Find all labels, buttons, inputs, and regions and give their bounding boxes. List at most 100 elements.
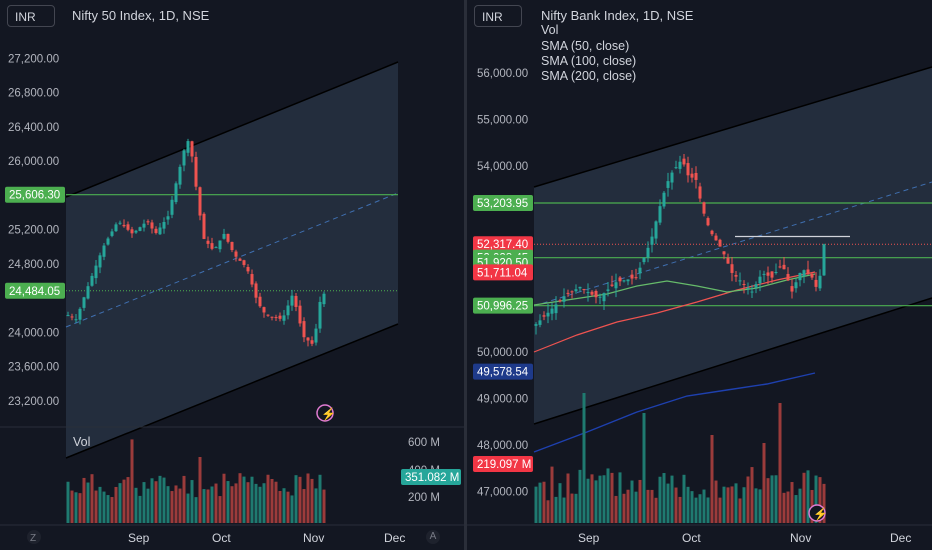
volume-bar (798, 488, 802, 523)
candle-body (114, 224, 118, 232)
volume-bar (578, 469, 582, 523)
price-axis-label: 47,000.00 (477, 487, 528, 499)
candle-body (558, 300, 562, 302)
volume-bar (130, 439, 134, 523)
price-axis-label: 56,000.00 (477, 68, 528, 80)
volume-bar (778, 403, 782, 523)
candle-body (150, 222, 154, 229)
candle-body (538, 320, 542, 325)
candle-body (166, 216, 170, 220)
candle-body (654, 221, 658, 239)
volume-bar (750, 467, 754, 523)
lightning-icon (316, 404, 334, 422)
channel-upper-line (533, 66, 932, 188)
candle-body (722, 251, 726, 255)
volume-bar (822, 483, 826, 523)
candle-body (638, 267, 642, 274)
volume-bar (150, 478, 154, 523)
volume-bar (242, 476, 246, 523)
candle-body (806, 269, 810, 274)
volume-bar (758, 489, 762, 523)
candle-body (78, 308, 82, 320)
volume-bar (670, 475, 674, 523)
time-axis-label: Oct (682, 531, 701, 545)
candle-body (802, 270, 806, 277)
candle-body (270, 316, 274, 318)
indicator-sma200[interactable]: SMA (200, close) (541, 69, 637, 83)
candle-body (118, 222, 122, 224)
candle-body (790, 286, 794, 292)
time-axis-label: Oct (212, 531, 231, 545)
volume-bar (102, 491, 106, 523)
time-axis-label: Dec (384, 531, 405, 545)
volume-bar (230, 486, 234, 523)
candle-body (698, 186, 702, 199)
indicator-sma50[interactable]: SMA (50, close) (541, 39, 630, 53)
volume-bar (238, 473, 242, 523)
candle-body (178, 166, 182, 185)
left-chart-pane[interactable]: 27,200.00 26,800.00 26,400.00 26,000.00 25,2… (0, 0, 464, 550)
volume-bar (766, 478, 770, 523)
volume-bar (650, 489, 654, 523)
candle-body (302, 321, 306, 338)
volume-bar (734, 483, 738, 523)
right-chart-pane[interactable]: 56,000.00 55,000.00 54,000.00 50,000.00 49,0… (467, 0, 932, 550)
currency-button[interactable]: INR (7, 5, 55, 27)
volume-bar (178, 488, 182, 523)
volume-bar (182, 475, 186, 523)
candle-body (674, 167, 678, 169)
candle-body (202, 213, 206, 239)
candle-body (750, 291, 754, 293)
candle-body (738, 280, 742, 282)
volume-bar (686, 486, 690, 523)
volume-bar (590, 474, 594, 523)
auto-scale-icon[interactable]: A (426, 530, 440, 544)
volume-bar (114, 486, 118, 523)
candle-body (238, 258, 242, 261)
volume-bar (546, 500, 550, 523)
volume-bar (318, 474, 322, 523)
indicator-vol[interactable]: Vol (541, 23, 559, 37)
volume-bar (754, 488, 758, 523)
candle-body (318, 301, 322, 329)
volume-bar (714, 480, 718, 523)
indicator-sma100[interactable]: SMA (100, close) (541, 54, 637, 68)
candle-body (86, 286, 90, 299)
volume-bar (234, 483, 238, 523)
niftybank-chart[interactable]: 56,000.00 55,000.00 54,000.00 50,000.00 49,0… (467, 0, 932, 550)
price-axis-label: 26,000.00 (8, 156, 59, 168)
candle-body (98, 255, 102, 268)
price-badge (473, 363, 533, 380)
volume-bar (258, 486, 262, 523)
volume-bar (638, 479, 642, 523)
time-axis-label: Sep (578, 531, 600, 545)
currency-button[interactable]: INR (474, 5, 522, 27)
pane-divider[interactable] (464, 0, 467, 550)
candle-body (274, 317, 278, 319)
timezone-icon (27, 530, 41, 544)
candle-body (610, 284, 614, 286)
price-axis-label: 50,000.00 (477, 347, 528, 359)
candle-body (710, 230, 714, 235)
candle-body (174, 183, 178, 203)
volume-bar (154, 481, 158, 523)
volume-bar (694, 497, 698, 523)
price-badge (473, 297, 533, 314)
volume-bar (646, 489, 650, 523)
volume-bar (278, 490, 282, 523)
time-axis-label: Nov (790, 531, 811, 545)
volume-bar (218, 496, 222, 523)
time-axis-label: Nov (303, 531, 324, 545)
candle-body (154, 228, 158, 233)
volume-bar (210, 486, 214, 523)
volume-bar (294, 475, 298, 523)
nifty50-chart[interactable]: 27,200.00 26,800.00 26,400.00 26,000.00 25,2… (0, 0, 464, 550)
candle-body (658, 206, 662, 223)
volume-bar (82, 477, 86, 523)
volume-bar (86, 482, 90, 523)
candle-body (298, 305, 302, 324)
volume-bar (534, 486, 538, 523)
volume-bar (538, 482, 542, 523)
volume-bar (790, 482, 794, 523)
volume-bar (674, 487, 678, 523)
